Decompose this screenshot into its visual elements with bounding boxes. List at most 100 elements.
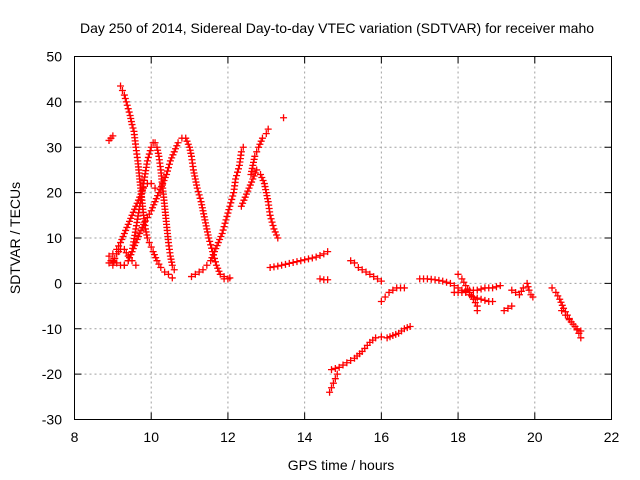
data-point [183, 137, 191, 145]
data-point [239, 199, 247, 207]
data-point [304, 255, 312, 263]
data-point [324, 276, 332, 284]
data-point [187, 273, 195, 281]
data-point [145, 239, 153, 247]
data-point [512, 288, 520, 296]
series-arc21 [473, 307, 481, 315]
data-point [211, 248, 219, 256]
data-point [184, 140, 192, 148]
data-point [389, 286, 397, 294]
data-point [140, 184, 148, 192]
series-arc7 [187, 143, 247, 281]
data-point [523, 279, 531, 287]
data-point [143, 157, 151, 165]
data-point [212, 245, 220, 253]
data-point [226, 274, 234, 282]
data-point [136, 229, 144, 237]
data-point [489, 284, 497, 292]
data-point [199, 266, 207, 274]
data-point [561, 311, 569, 319]
data-point [347, 257, 355, 265]
data-point [406, 322, 414, 330]
data-point [125, 108, 133, 116]
data-point [381, 293, 389, 301]
data-point [251, 152, 259, 160]
data-point [301, 256, 309, 264]
data-point [222, 216, 230, 224]
data-point [565, 316, 573, 324]
data-point [213, 242, 221, 250]
data-point [168, 154, 176, 162]
data-point [119, 232, 127, 240]
data-point [385, 288, 393, 296]
data-point [557, 298, 565, 306]
data-point [251, 169, 259, 177]
data-point [136, 193, 144, 201]
data-point [281, 260, 289, 268]
data-point [218, 229, 226, 237]
series-arc24 [548, 284, 585, 342]
series-arc1 [105, 132, 117, 144]
series-arc9 [237, 166, 282, 242]
data-point [154, 192, 162, 200]
data-point [226, 202, 234, 210]
data-point [489, 298, 497, 306]
data-point [400, 284, 408, 292]
data-point [320, 250, 328, 258]
data-point [157, 263, 165, 271]
x-tick-label: 20 [527, 429, 543, 445]
data-point [147, 207, 155, 215]
data-point [548, 284, 556, 292]
data-point [500, 307, 508, 315]
data-point [120, 91, 128, 99]
data-point [152, 195, 160, 203]
data-point [366, 270, 374, 278]
data-point [508, 302, 516, 310]
data-point [169, 151, 177, 159]
data-point [354, 263, 362, 271]
data-point [216, 236, 224, 244]
x-tick-label: 16 [374, 429, 390, 445]
series-arc13 [316, 275, 332, 284]
data-point [524, 283, 532, 291]
data-point [327, 366, 335, 374]
data-point [268, 218, 276, 226]
data-point [127, 214, 135, 222]
data-point [164, 167, 172, 175]
data-point [219, 226, 227, 234]
data-point [124, 105, 132, 113]
data-point [195, 268, 203, 276]
data-point [477, 295, 485, 303]
data-point [152, 254, 160, 262]
data-point [156, 186, 164, 194]
x-axis-label: GPS time / hours [288, 457, 395, 473]
data-point [504, 304, 512, 312]
data-point [159, 180, 167, 188]
data-point [125, 217, 133, 225]
series-arc6 [120, 134, 228, 281]
data-point [117, 239, 125, 247]
data-point [147, 180, 155, 188]
data-point [128, 211, 136, 219]
series-arc15 [327, 322, 414, 374]
data-point [149, 248, 157, 256]
data-point [237, 202, 245, 210]
data-point [450, 282, 458, 290]
data-point [374, 275, 382, 283]
data-point [129, 124, 137, 132]
data-point [193, 184, 201, 192]
data-point [163, 170, 171, 178]
data-point [372, 334, 380, 342]
data-point [297, 257, 305, 265]
x-tick-label: 8 [71, 429, 79, 445]
x-tick-label: 22 [604, 429, 620, 445]
data-point [492, 283, 500, 291]
data-point [577, 334, 585, 342]
data-point [138, 223, 146, 231]
data-point [164, 270, 172, 278]
data-point [132, 261, 140, 269]
data-point [477, 285, 485, 293]
data-point [128, 248, 136, 256]
data-point [331, 375, 339, 383]
